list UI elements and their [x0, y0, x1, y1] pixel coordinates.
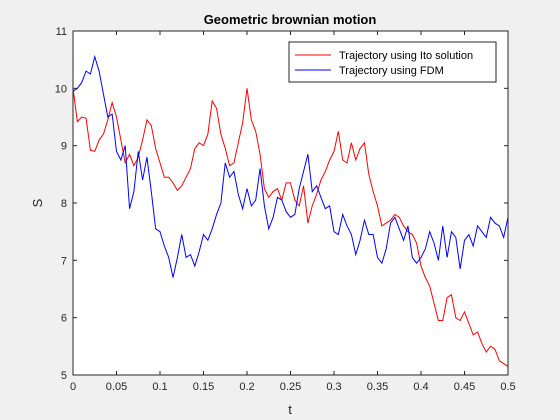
series-layer [72, 54, 509, 367]
y-tick-label: 9 [61, 141, 67, 153]
y-tick-label: 5 [61, 370, 67, 382]
legend-label-2: Trajectory using FDM [339, 65, 444, 77]
x-tick-label: 0 [70, 381, 76, 393]
x-tick-label: 0.3 [326, 381, 341, 393]
legend-label-1: Trajectory using Ito solution [339, 50, 473, 62]
y-axis-label: S [30, 198, 45, 207]
y-tick-label: 7 [61, 255, 67, 267]
legend: Trajectory using Ito solution Trajectory … [288, 41, 497, 83]
legend-box [288, 41, 497, 83]
series-line-1 [72, 88, 509, 367]
x-tick-label: 0.5 [500, 381, 515, 393]
y-tick-label: 8 [61, 198, 67, 210]
x-tick-label: 0.45 [454, 381, 475, 393]
x-tick-label: 0.35 [367, 381, 388, 393]
y-tick-label: 10 [55, 83, 67, 95]
x-tick-label: 0.2 [239, 381, 254, 393]
x-tick-label: 0.4 [413, 381, 428, 393]
plot-area [73, 31, 508, 375]
series-line-2 [72, 54, 509, 278]
x-axis-label: t [288, 402, 292, 417]
chart-title: Geometric brownian motion [204, 12, 377, 27]
y-tick-label: 6 [61, 313, 67, 325]
y-tick-label: 11 [56, 26, 67, 38]
axes-layer: 0 0.05 0.1 0.15 0.2 0.25 0.3 0.35 0.4 0.45 0.5 5 6 7 8… [55, 26, 516, 393]
x-tick-label: 0.05 [106, 381, 127, 393]
x-tick-label: 0.1 [152, 381, 167, 393]
x-tick-label: 0.25 [280, 381, 301, 393]
x-tick-label: 0.15 [193, 381, 214, 393]
